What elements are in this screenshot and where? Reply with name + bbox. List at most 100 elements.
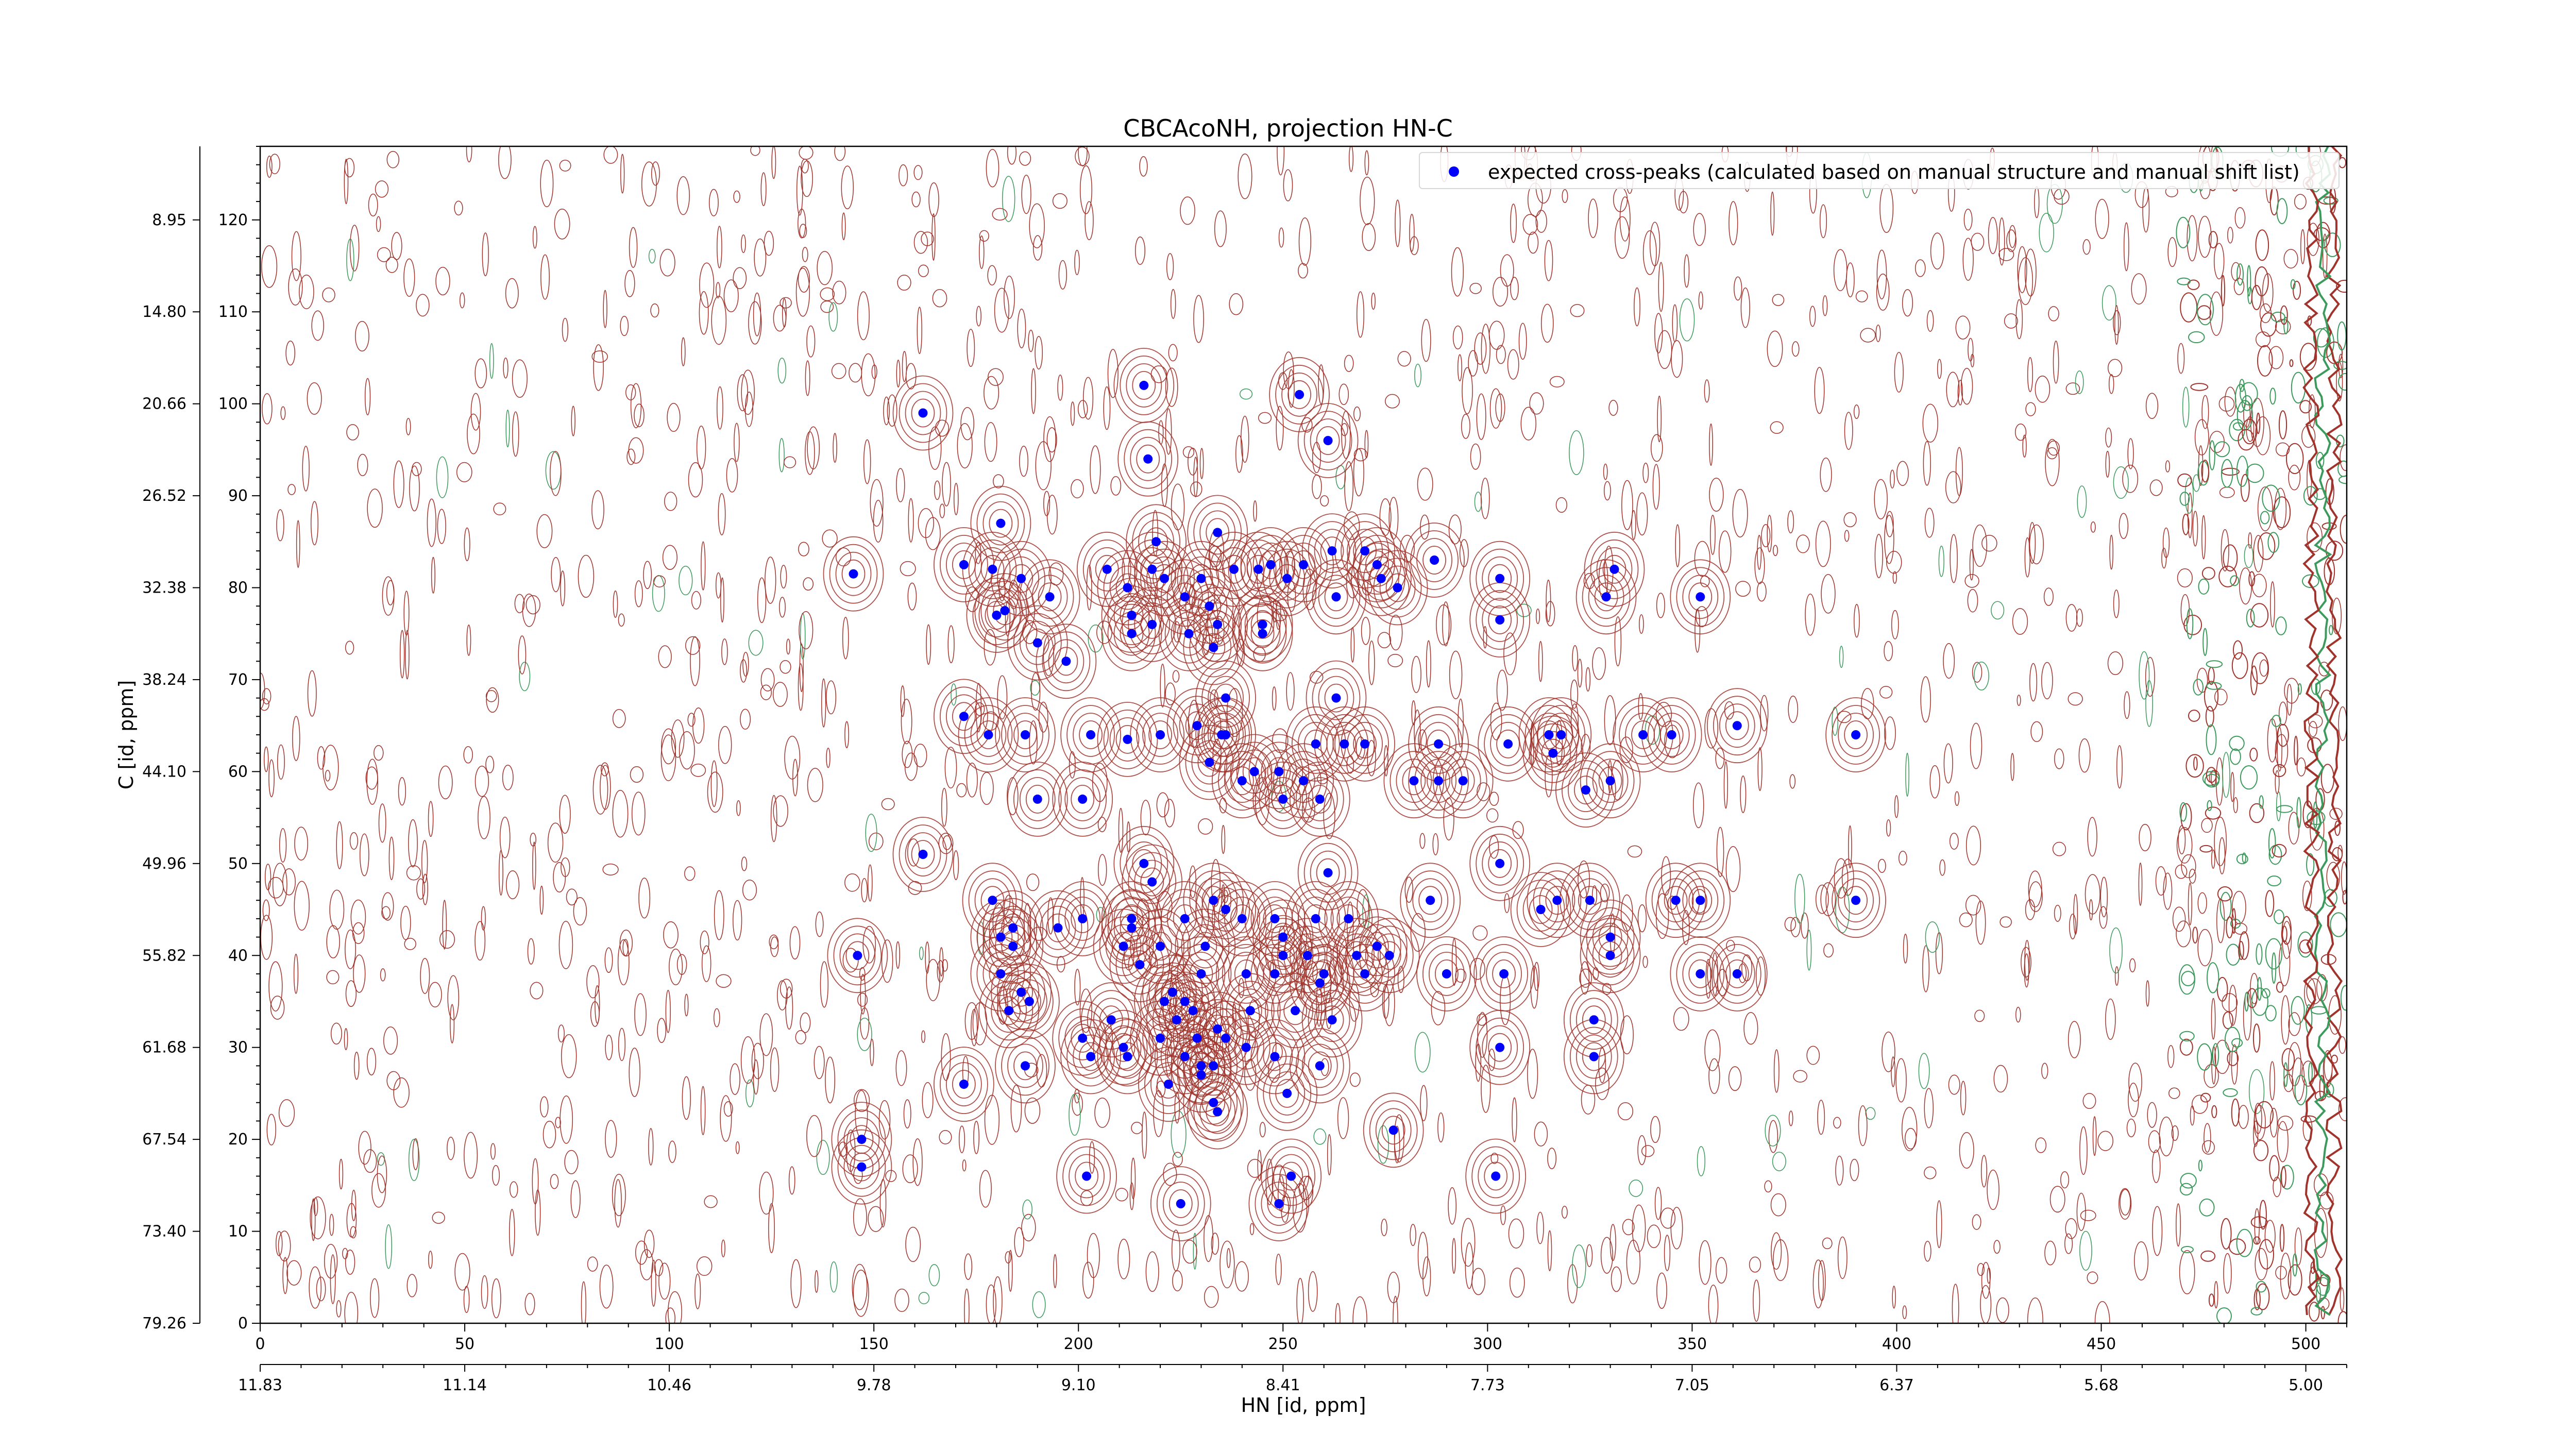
- noise-contour: [1806, 1046, 1820, 1065]
- noise-contour: [1822, 295, 1828, 316]
- noise-contour: [1943, 643, 1955, 679]
- noise-contour: [771, 146, 776, 179]
- noise-contour: [1474, 332, 1487, 365]
- noise-contour: [1323, 793, 1335, 839]
- edge-contour: [2219, 891, 2232, 921]
- edge-contour: [2202, 771, 2220, 786]
- edge-contour: [2193, 679, 2204, 696]
- peak-contour: [1082, 539, 1131, 599]
- noise-contour: [1975, 900, 1986, 945]
- noise-contour: [2187, 215, 2198, 262]
- noise-contour: [988, 368, 1004, 386]
- peak-contour: [1208, 1016, 1244, 1060]
- peak-contour: [1232, 587, 1293, 662]
- noise-contour: [612, 1173, 626, 1217]
- peak-contour: [1105, 1025, 1142, 1070]
- noise-contour: [486, 687, 499, 713]
- noise-contour: [393, 460, 404, 508]
- noise-contour: [2329, 807, 2343, 820]
- noise-contour: [2162, 527, 2170, 558]
- peak-contour: [1162, 1182, 1199, 1226]
- peak-contour: [1261, 1182, 1297, 1226]
- noise-contour: [2109, 534, 2114, 570]
- noise-contour: [1821, 574, 1836, 614]
- noise-contour: [1631, 510, 1636, 540]
- noise-contour: [1486, 808, 1499, 823]
- noise-contour: [2113, 589, 2120, 618]
- edge-contour: [2246, 609, 2255, 628]
- edge-contour: [2251, 987, 2268, 1016]
- noise-contour: [2123, 222, 2129, 272]
- noise-contour: [1278, 227, 1284, 248]
- noise-contour: [1527, 1049, 1538, 1099]
- noise-contour: [928, 426, 942, 470]
- noise-contour: [639, 1249, 654, 1280]
- peak-contour: [1054, 647, 1078, 676]
- noise-contour: [1735, 581, 1751, 597]
- edge-contour: [2291, 996, 2305, 1025]
- peak-contour: [1019, 620, 1056, 665]
- peak-contour: [989, 898, 1038, 958]
- peak-contour: [1079, 720, 1103, 749]
- noise-contour: [1229, 293, 1244, 315]
- noise-contour: [612, 789, 629, 838]
- noise-contour: [1806, 930, 1812, 971]
- noise-contour: [1510, 277, 1519, 300]
- noise-contour: [750, 146, 760, 156]
- noise-contour: [282, 1257, 288, 1294]
- peak-contour: [1670, 863, 1731, 938]
- noise-contour: [2198, 445, 2204, 486]
- edge-contour: [2280, 1165, 2294, 1190]
- noise-contour: [651, 1259, 656, 1307]
- noise-contour: [277, 744, 285, 780]
- peak-contour: [1248, 734, 1310, 810]
- cross-peak-marker: [1078, 914, 1088, 923]
- noise-contour: [997, 985, 1008, 1025]
- noise-contour: [1614, 616, 1622, 667]
- noise-contour: [324, 1244, 338, 1279]
- noise-contour: [1199, 448, 1204, 479]
- noise-contour: [578, 554, 595, 598]
- noise-contour: [733, 900, 742, 941]
- noise-contour: [1960, 367, 1973, 405]
- noise-contour: [1693, 213, 1706, 246]
- edge-contour: [2248, 571, 2256, 587]
- noise-contour: [1579, 968, 1592, 988]
- noise-contour: [1165, 682, 1176, 705]
- noise-contour: [509, 1209, 515, 1256]
- noise-contour: [769, 934, 779, 950]
- noise-contour: [896, 468, 905, 502]
- noise-contour: [1621, 480, 1633, 530]
- cross-peak-marker: [1160, 574, 1169, 583]
- peak-contour: [1291, 714, 1340, 774]
- noise-contour: [2280, 1252, 2292, 1300]
- edge-contour: [2323, 196, 2338, 205]
- noise-contour: [338, 1158, 344, 1190]
- noise-contour: [1272, 686, 1277, 711]
- noise-contour: [2082, 1093, 2096, 1109]
- cross-peak-marker: [1552, 896, 1562, 905]
- peak-contour: [1113, 905, 1150, 950]
- noise-contour: [530, 982, 544, 1000]
- noise-contour: [912, 1138, 923, 1186]
- noise-contour: [350, 899, 366, 935]
- noise-contour: [2064, 1233, 2073, 1254]
- noise-contour: [2027, 357, 2033, 392]
- noise-contour: [718, 493, 726, 535]
- noise-contour: [526, 595, 540, 615]
- noise-contour: [1965, 825, 1981, 866]
- noise-contour: [2048, 306, 2059, 322]
- peak-contour: [1676, 944, 1725, 1004]
- peak-contour: [1484, 1161, 1508, 1191]
- edge-contour: [2250, 603, 2269, 628]
- noise-contour: [1422, 1256, 1431, 1296]
- peak-contour: [1580, 899, 1641, 975]
- noise-contour: [329, 1214, 334, 1236]
- noise-contour: [1647, 1224, 1661, 1249]
- noise-contour: [1249, 1223, 1255, 1236]
- edge-contour: [2270, 311, 2285, 323]
- edge-contour: [2234, 383, 2247, 413]
- noise-contour: [604, 947, 613, 973]
- y-ppm-tick-label: 20.66: [142, 395, 187, 413]
- peak-contour: [1490, 721, 1527, 766]
